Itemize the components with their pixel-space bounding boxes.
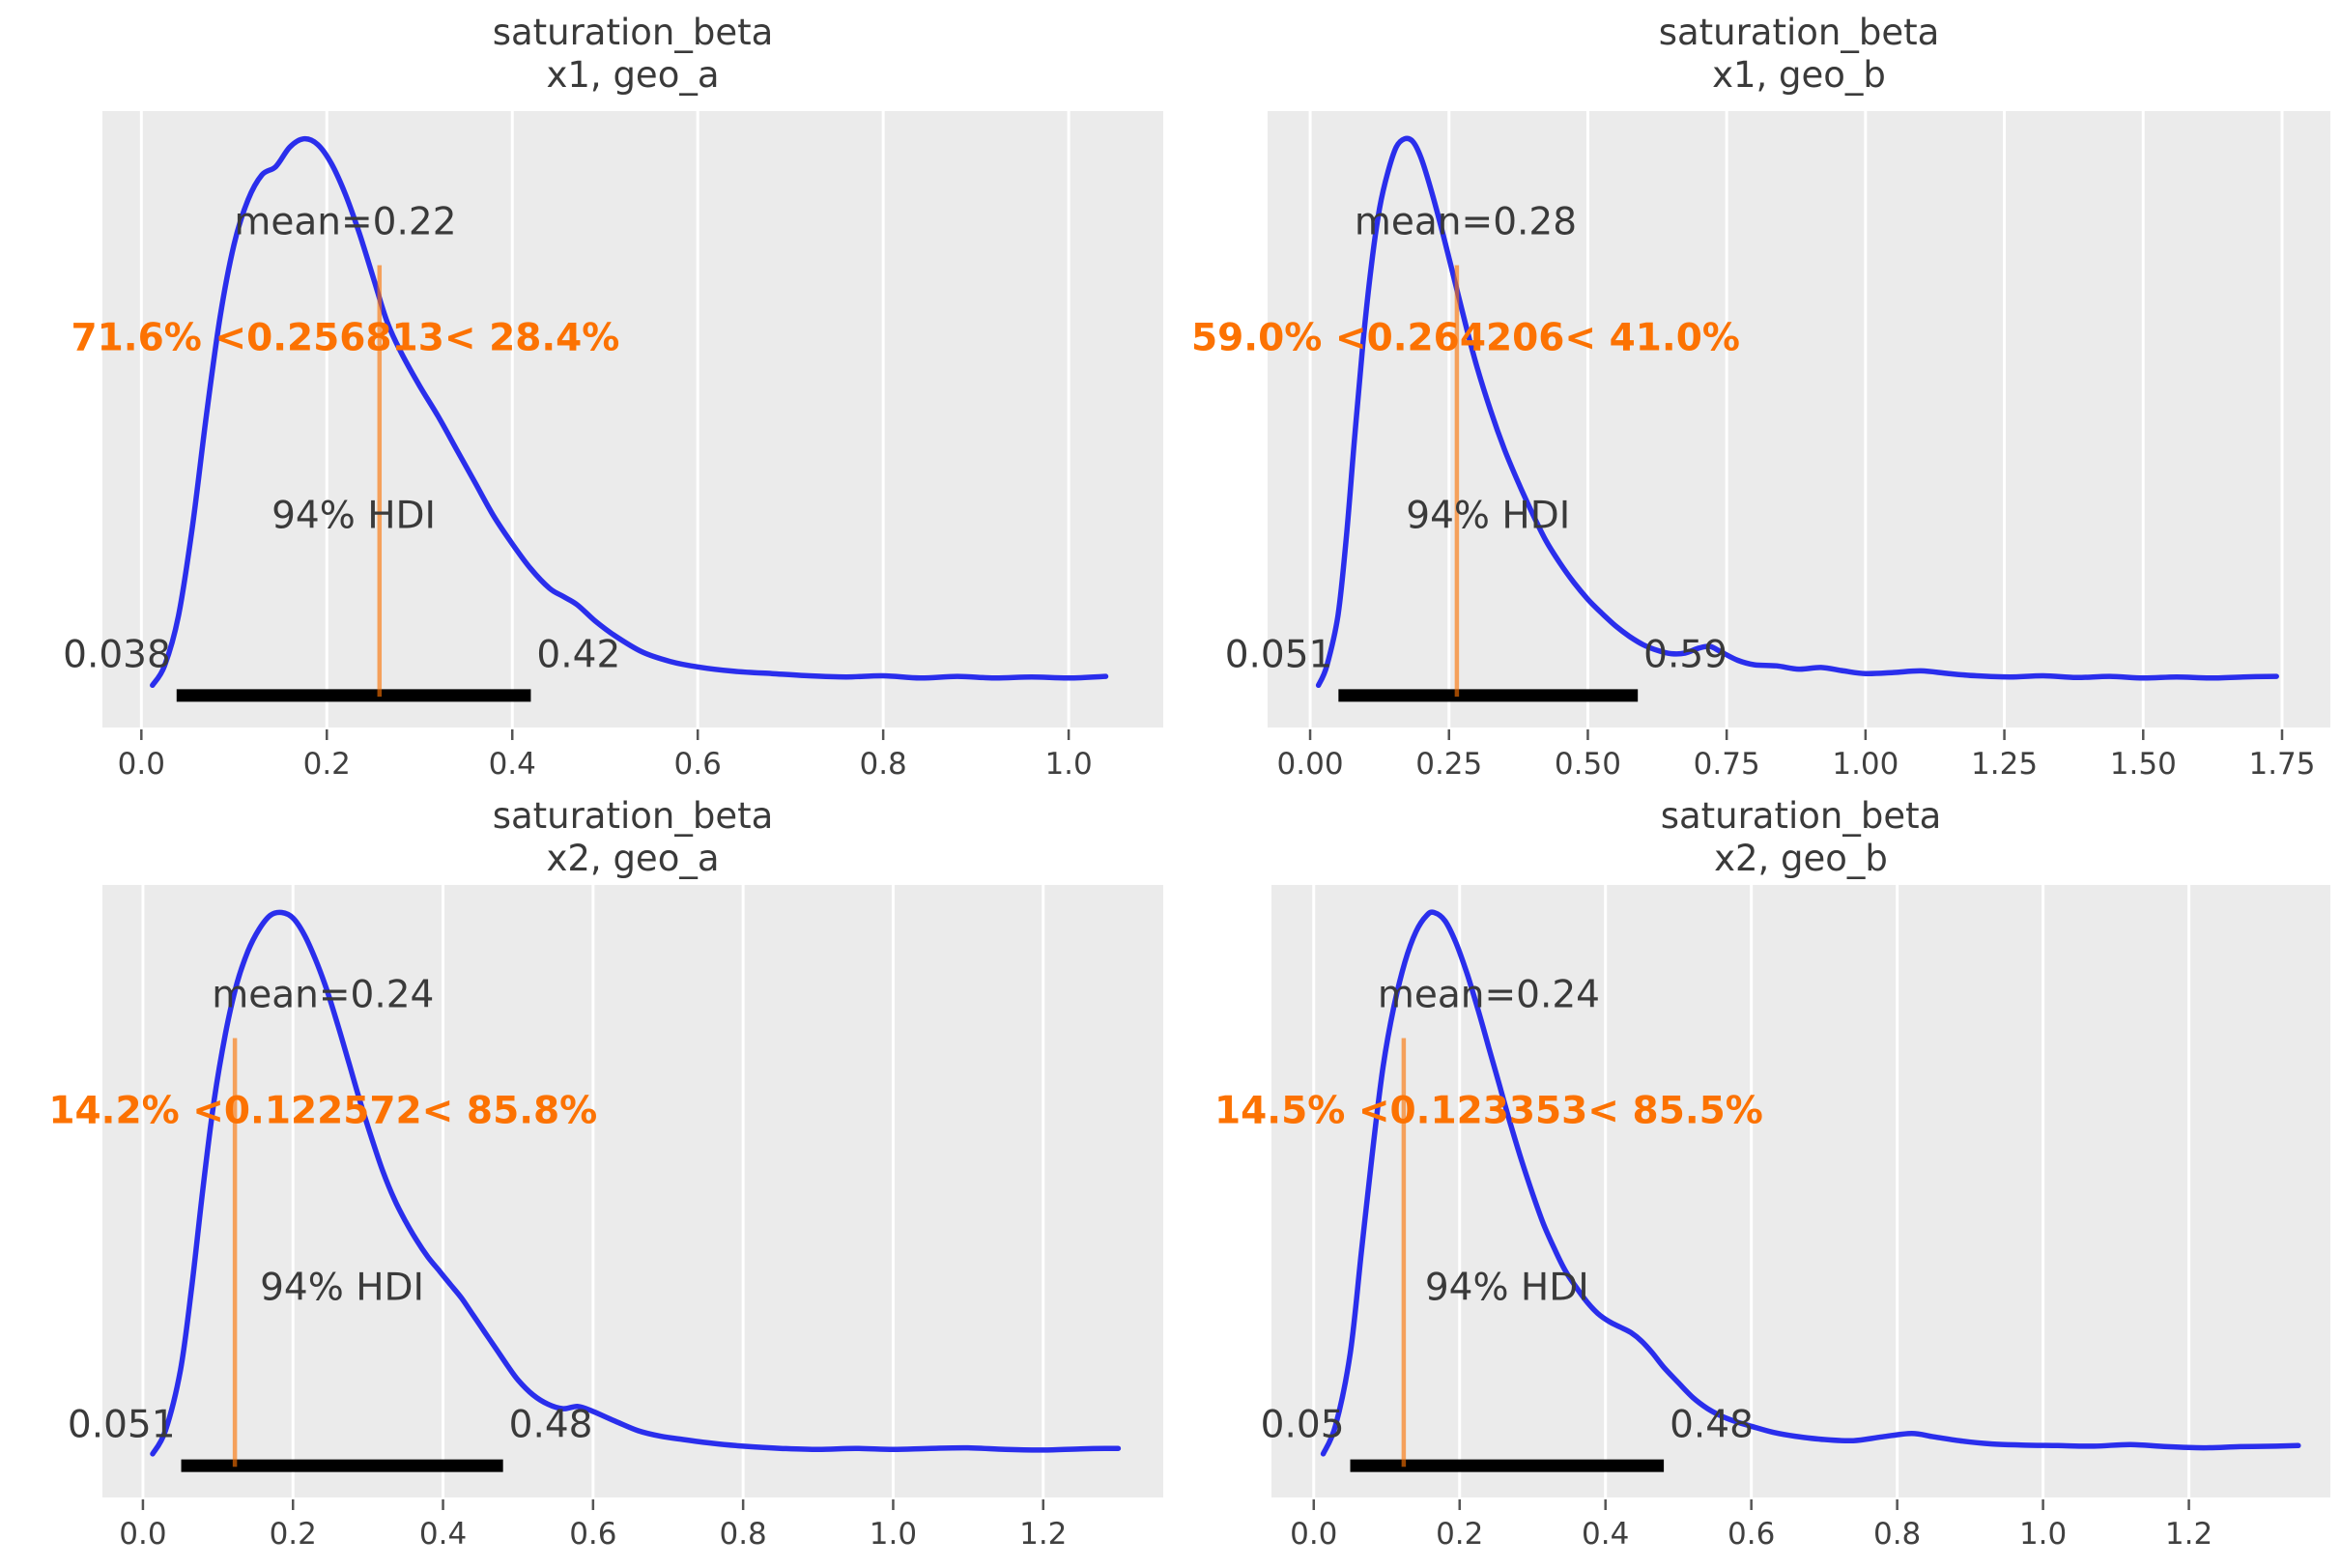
hdi-lower-bound-label: 0.051 [1224,633,1333,677]
kde-curve [1320,909,2301,1457]
x-tick-label: 1.00 [1832,747,1898,782]
hdi-upper-bound-label: 0.59 [1643,633,1728,677]
x-tick-label: 0.8 [719,1517,766,1552]
hdi-lower-bound-label: 0.038 [63,633,171,677]
panel-title: saturation_beta x2, geo_b [1271,795,2330,880]
x-tick-label: 1.0 [2019,1517,2067,1552]
x-tick-label: 0.6 [674,747,722,782]
x-tick-label: 0.6 [569,1517,616,1552]
hdi-upper-bound-label: 0.48 [1670,1403,1754,1447]
hdi-label: 94% HDI [271,494,437,538]
posterior-panel-x2-geo-b: saturation_beta x2, geo_b 0.0 0.2 0.4 0.6 0.… [1171,784,2341,1568]
panel-title-line1: saturation_beta [1660,795,1942,837]
panel-title-line2: x1, geo_b [1712,54,1886,96]
x-tick-label: 0.25 [1415,747,1482,782]
ref-interval-label: 14.5% <0.123353< 85.5% [1213,1089,1763,1133]
x-tick-label: 1.75 [2248,747,2315,782]
hdi-label: 94% HDI [1406,494,1571,538]
panel-title-line2: x2, geo_b [1714,838,1888,879]
panel-background [102,885,1163,1497]
mean-label: mean=0.22 [234,200,457,244]
ref-interval-label: 59.0% <0.264206< 41.0% [1191,316,1740,360]
kde-plot: 0.0 0.2 0.4 0.6 0.8 1.0 1.2 [1271,885,2330,1552]
kde-curve [150,909,1122,1457]
hdi-upper-bound-label: 0.42 [536,633,621,677]
x-tick-label: 0.2 [1436,1517,1483,1552]
x-tick-label: 1.0 [870,1517,917,1552]
hdi-lower-bound-label: 0.051 [67,1403,176,1447]
kde-plot: 0.0 0.2 0.4 0.6 0.8 1.0 1.2 [102,885,1163,1552]
kde-plot: 0.00 0.25 0.50 0.75 1.00 1.25 1.50 1.75 [1268,111,2330,782]
x-tick-label: 0.8 [1873,1517,1921,1552]
x-tick-label: 0.4 [1582,1517,1629,1552]
x-tick-label: 0.4 [489,747,536,782]
x-tick-label: 0.8 [859,747,906,782]
posterior-panel-x2-geo-a: saturation_beta x2, geo_a 0.0 0.2 0.4 0.6 0.… [0,784,1171,1568]
ref-interval-label: 71.6% <0.256813< 28.4% [71,316,620,360]
x-tick-label: 0.0 [1290,1517,1337,1552]
panel-title-line1: saturation_beta [1658,12,1940,53]
hdi-upper-bound-label: 0.48 [508,1403,593,1447]
hdi-label: 94% HDI [260,1266,425,1310]
panel-title-line2: x1, geo_a [546,54,720,96]
kde-curve [1315,135,2279,689]
kde-curve [150,135,1109,689]
x-tick-label: 0.2 [270,1517,317,1552]
x-tick-label: 0.4 [419,1517,467,1552]
x-tick-label: 1.2 [2165,1517,2213,1552]
posterior-panel-x1-geo-a: saturation_beta x1, geo_a 0.0 0.2 0.4 0.6 0.… [0,0,1171,784]
x-tick-label: 0.75 [1694,747,1760,782]
x-tick-label: 0.6 [1727,1517,1775,1552]
panel-title-line1: saturation_beta [492,795,774,837]
x-tick-label: 0.0 [118,747,165,782]
x-tick-label: 1.2 [1019,1517,1067,1552]
hdi-label: 94% HDI [1424,1266,1589,1310]
x-tick-label: 1.25 [1971,747,2038,782]
panel-title: saturation_beta x1, geo_b [1268,12,2330,97]
panel-background [1268,111,2330,727]
panel-title: saturation_beta x2, geo_a [102,795,1163,880]
panel-background [102,111,1163,727]
mean-label: mean=0.28 [1354,200,1578,244]
panel-title-line1: saturation_beta [492,12,774,53]
hdi-lower-bound-label: 0.05 [1260,1403,1345,1447]
posterior-panel-x1-geo-b: saturation_beta x1, geo_b 0.00 0.25 0.50 0.… [1171,0,2341,784]
ref-interval-label: 14.2% <0.122572< 85.8% [48,1089,598,1133]
mean-label: mean=0.24 [1377,973,1600,1017]
panel-background [1271,885,2330,1497]
x-tick-label: 0.0 [119,1517,166,1552]
x-tick-label: 0.00 [1277,747,1344,782]
panel-title-line2: x2, geo_a [546,838,720,879]
x-tick-label: 0.50 [1555,747,1621,782]
x-tick-label: 1.0 [1044,747,1092,782]
x-tick-label: 1.50 [2110,747,2177,782]
panel-title: saturation_beta x1, geo_a [102,12,1163,97]
x-tick-label: 0.2 [303,747,351,782]
mean-label: mean=0.24 [212,973,435,1017]
kde-plot: 0.0 0.2 0.4 0.6 0.8 1.0 [102,111,1163,782]
